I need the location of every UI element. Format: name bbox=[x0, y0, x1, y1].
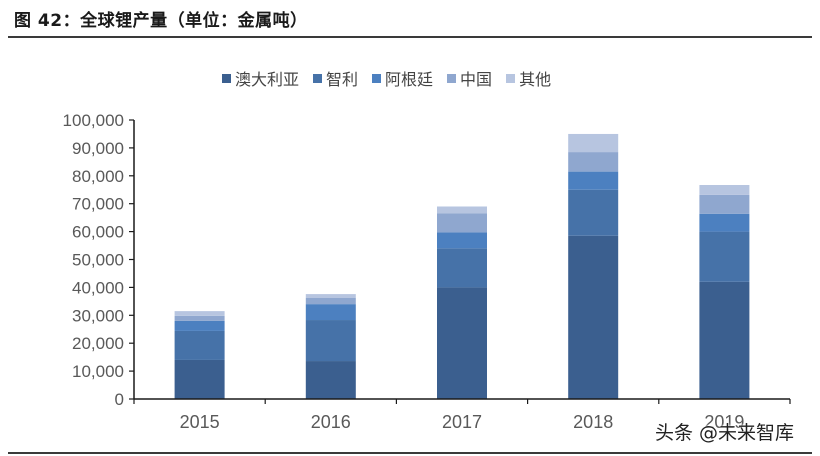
legend-swatch-icon bbox=[313, 73, 323, 83]
legend-item: 其他 bbox=[506, 66, 551, 90]
bar-segment bbox=[437, 232, 487, 249]
bar-segment bbox=[699, 194, 750, 214]
legend-swatch-icon bbox=[222, 73, 231, 83]
x-tick-label: 2016 bbox=[311, 412, 351, 432]
y-tick-label: 0 bbox=[115, 390, 124, 409]
y-tick-label: 80,000 bbox=[72, 167, 124, 186]
bar-segment bbox=[699, 231, 750, 282]
title-divider bbox=[8, 36, 812, 38]
y-tick-label: 10,000 bbox=[72, 362, 124, 381]
legend-item: 阿根廷 bbox=[372, 66, 433, 90]
y-tick-label: 100,000 bbox=[63, 111, 124, 130]
bar-segment bbox=[305, 304, 356, 321]
y-tick-label: 90,000 bbox=[72, 139, 124, 158]
bottom-divider bbox=[8, 452, 812, 454]
bar-segment bbox=[699, 185, 750, 195]
legend-item: 中国 bbox=[447, 66, 492, 90]
bar-segment bbox=[305, 298, 356, 305]
bar-segment bbox=[174, 320, 225, 331]
legend-label: 中国 bbox=[460, 70, 493, 89]
legend-label: 澳大利亚 bbox=[235, 70, 300, 89]
bar-segment bbox=[437, 213, 487, 233]
legend-label: 阿根廷 bbox=[385, 70, 434, 89]
bar-segment bbox=[437, 248, 487, 288]
watermark: 头条 @未来智库 bbox=[655, 422, 795, 444]
y-tick-label: 60,000 bbox=[72, 223, 124, 242]
bar-segment bbox=[568, 235, 619, 399]
x-tick-label: 2018 bbox=[573, 412, 613, 432]
y-tick-label: 20,000 bbox=[72, 334, 124, 353]
bar-segment bbox=[699, 213, 750, 232]
bar-segment bbox=[568, 171, 619, 190]
legend-swatch-icon bbox=[506, 73, 516, 83]
bar-segment bbox=[568, 152, 619, 172]
legend-swatch-icon bbox=[372, 73, 382, 83]
legend-swatch-icon bbox=[447, 73, 457, 83]
bar-segment bbox=[174, 359, 225, 399]
x-tick-label: 2017 bbox=[442, 412, 482, 432]
bar-segment bbox=[305, 294, 356, 299]
bar-segment bbox=[174, 311, 225, 316]
y-tick-label: 70,000 bbox=[72, 195, 124, 214]
x-tick-label: 2019 bbox=[704, 412, 744, 432]
legend-label: 智利 bbox=[326, 70, 359, 89]
x-tick-label: 2015 bbox=[180, 412, 220, 432]
bar-segment bbox=[437, 287, 487, 399]
bar-segment bbox=[437, 206, 487, 214]
bar-segment bbox=[568, 189, 619, 236]
bar-segment bbox=[174, 330, 225, 360]
bar-segment bbox=[305, 361, 356, 399]
y-tick-label: 40,000 bbox=[72, 278, 124, 297]
legend-label: 其他 bbox=[519, 70, 552, 89]
chart-legend: 澳大利亚 智利 阿根廷 中国 其他 bbox=[222, 66, 551, 90]
bar-segment bbox=[305, 320, 356, 362]
y-tick-label: 30,000 bbox=[72, 306, 124, 325]
bar-segment bbox=[174, 315, 225, 321]
legend-item: 澳大利亚 bbox=[222, 66, 299, 90]
figure-title: 图 42：全球锂产量（单位：金属吨） bbox=[14, 11, 308, 31]
legend-item: 智利 bbox=[313, 66, 358, 90]
bar-segment bbox=[699, 281, 750, 399]
y-tick-label: 50,000 bbox=[72, 251, 124, 270]
bar-segment bbox=[568, 133, 619, 153]
